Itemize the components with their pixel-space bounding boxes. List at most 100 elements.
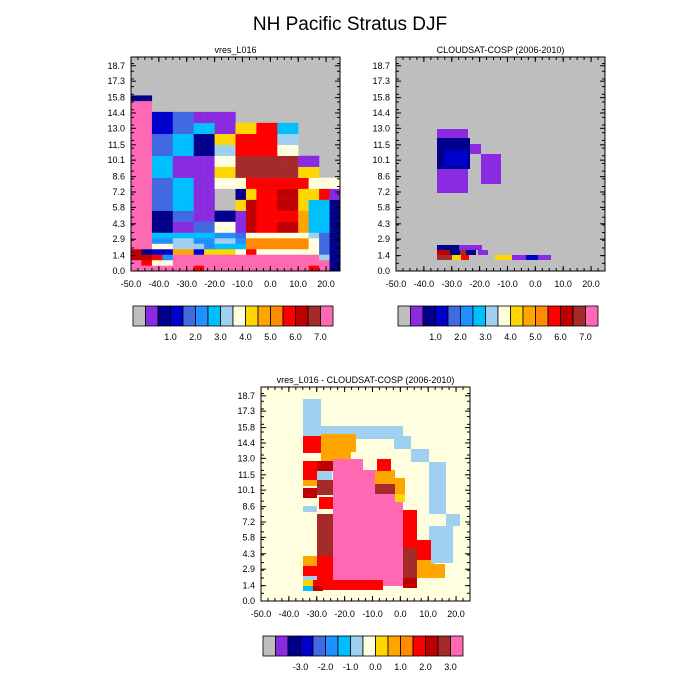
heatmap-cell: [319, 210, 330, 222]
y-tick-label: 17.3: [237, 406, 255, 416]
heatmap-cell: [141, 254, 153, 261]
heatmap-cell: [162, 221, 173, 233]
heatmap-cell: [461, 255, 469, 260]
colorbar-swatch: [535, 305, 549, 327]
colorbar-swatch: [307, 305, 321, 327]
heatmap-cell: [303, 436, 321, 453]
heatmap-cell: [193, 232, 205, 239]
heatmap-cell: [308, 199, 320, 211]
heatmap-cell: [204, 144, 215, 156]
heatmap-cell: [151, 260, 163, 266]
heatmap-cell: [214, 210, 226, 222]
heatmap-cell: [151, 265, 163, 272]
heatmap-cell: [151, 133, 163, 145]
heatmap-cell: [298, 155, 309, 167]
figure-title: NH Pacific Stratus DJF: [253, 14, 447, 35]
heatmap-cell: [162, 133, 173, 145]
heatmap-cell: [277, 232, 288, 239]
heatmap-cell: [450, 250, 460, 255]
y-tick-label: 4.3: [377, 219, 390, 229]
heatmap-cell: [256, 188, 268, 200]
heatmap-cell: [298, 243, 309, 250]
colorbar-swatch: [460, 305, 474, 327]
colorbar-swatch: [220, 305, 234, 327]
heatmap-cell: [277, 177, 288, 189]
colorbar-swatch: [287, 635, 301, 657]
y-tick-label: 15.8: [372, 93, 390, 103]
heatmap-cell: [235, 133, 247, 145]
heatmap-cell: [131, 249, 142, 255]
heatmap-cell: [329, 254, 341, 261]
heatmap-cell: [266, 232, 278, 239]
heatmap-cell: [298, 221, 309, 233]
panel-title: vres_L016: [214, 45, 256, 55]
heatmap-cell: [225, 221, 236, 233]
heatmap-cell: [204, 177, 215, 189]
colorbar-label: 4.0: [504, 332, 517, 342]
colorbar-swatch: [397, 305, 411, 327]
colorbar-swatch: [572, 305, 586, 327]
heatmap-cell: [204, 238, 215, 244]
heatmap-cell: [131, 188, 142, 200]
heatmap-cell: [287, 210, 299, 222]
heatmap-cell: [245, 188, 257, 200]
heatmap-cell: [225, 265, 236, 272]
heatmap-cell: [245, 221, 257, 233]
heatmap-cell: [417, 560, 431, 578]
heatmap-cell: [256, 122, 268, 135]
heatmap-cell: [214, 238, 226, 244]
heatmap-cell: [141, 122, 153, 135]
heatmap-cell: [193, 155, 205, 167]
heatmap-cell: [446, 514, 460, 526]
heatmap-cell: [162, 188, 173, 200]
heatmap-cell: [256, 177, 268, 189]
heatmap-cell: [141, 265, 153, 272]
heatmap-cell: [172, 221, 184, 233]
heatmap-cell: [204, 254, 215, 261]
heatmap-cell: [303, 576, 317, 580]
colorbar-swatch: [320, 305, 334, 327]
heatmap-cell: [225, 177, 236, 189]
heatmap-cell: [193, 144, 205, 156]
heatmap-cell: [245, 122, 257, 135]
heatmap-cell: [459, 245, 482, 250]
heatmap-cell: [319, 243, 330, 250]
heatmap-cell: [141, 232, 153, 239]
heatmap-cell: [172, 144, 184, 156]
x-tick-label: 10.0: [289, 279, 307, 289]
heatmap-cell: [329, 221, 341, 233]
heatmap-cell: [287, 144, 299, 156]
y-tick-label: 8.6: [377, 172, 390, 182]
heatmap-cell: [225, 122, 236, 135]
heatmap-cell: [193, 177, 205, 189]
heatmap-cell: [313, 580, 333, 590]
x-tick-label: -40.0: [279, 609, 300, 619]
colorbar-swatch: [295, 305, 309, 327]
heatmap-cell: [287, 133, 299, 145]
heatmap-cell: [172, 122, 184, 135]
heatmap-cell: [141, 249, 153, 255]
y-tick-label: 2.9: [112, 234, 125, 244]
heatmap-cell: [172, 166, 184, 178]
heatmap-cell: [204, 210, 215, 222]
heatmap-cell: [151, 249, 163, 255]
heatmap-cell: [204, 249, 215, 255]
colorbar-swatch: [362, 635, 376, 657]
heatmap-cell: [204, 155, 215, 167]
heatmap-cell: [235, 265, 247, 272]
x-tick-label: 20.0: [582, 279, 600, 289]
heatmap-cell: [141, 199, 153, 211]
y-tick-label: 18.7: [372, 61, 390, 71]
heatmap-cell: [266, 155, 278, 167]
colorbar-swatch: [560, 305, 574, 327]
colorbar-label: 6.0: [289, 332, 302, 342]
heatmap-cell: [172, 238, 184, 244]
heatmap-cell: [235, 177, 247, 189]
panel-1: vres_L016 -50.0 -40.0 -30.0 -20.0 -10.0 0.0 10.…: [107, 45, 341, 342]
colorbar-swatch: [257, 305, 271, 327]
heatmap-cell: [183, 111, 194, 124]
heatmap-cell: [394, 436, 411, 449]
heatmap-cell: [277, 249, 288, 255]
heatmap-cell: [235, 210, 247, 222]
